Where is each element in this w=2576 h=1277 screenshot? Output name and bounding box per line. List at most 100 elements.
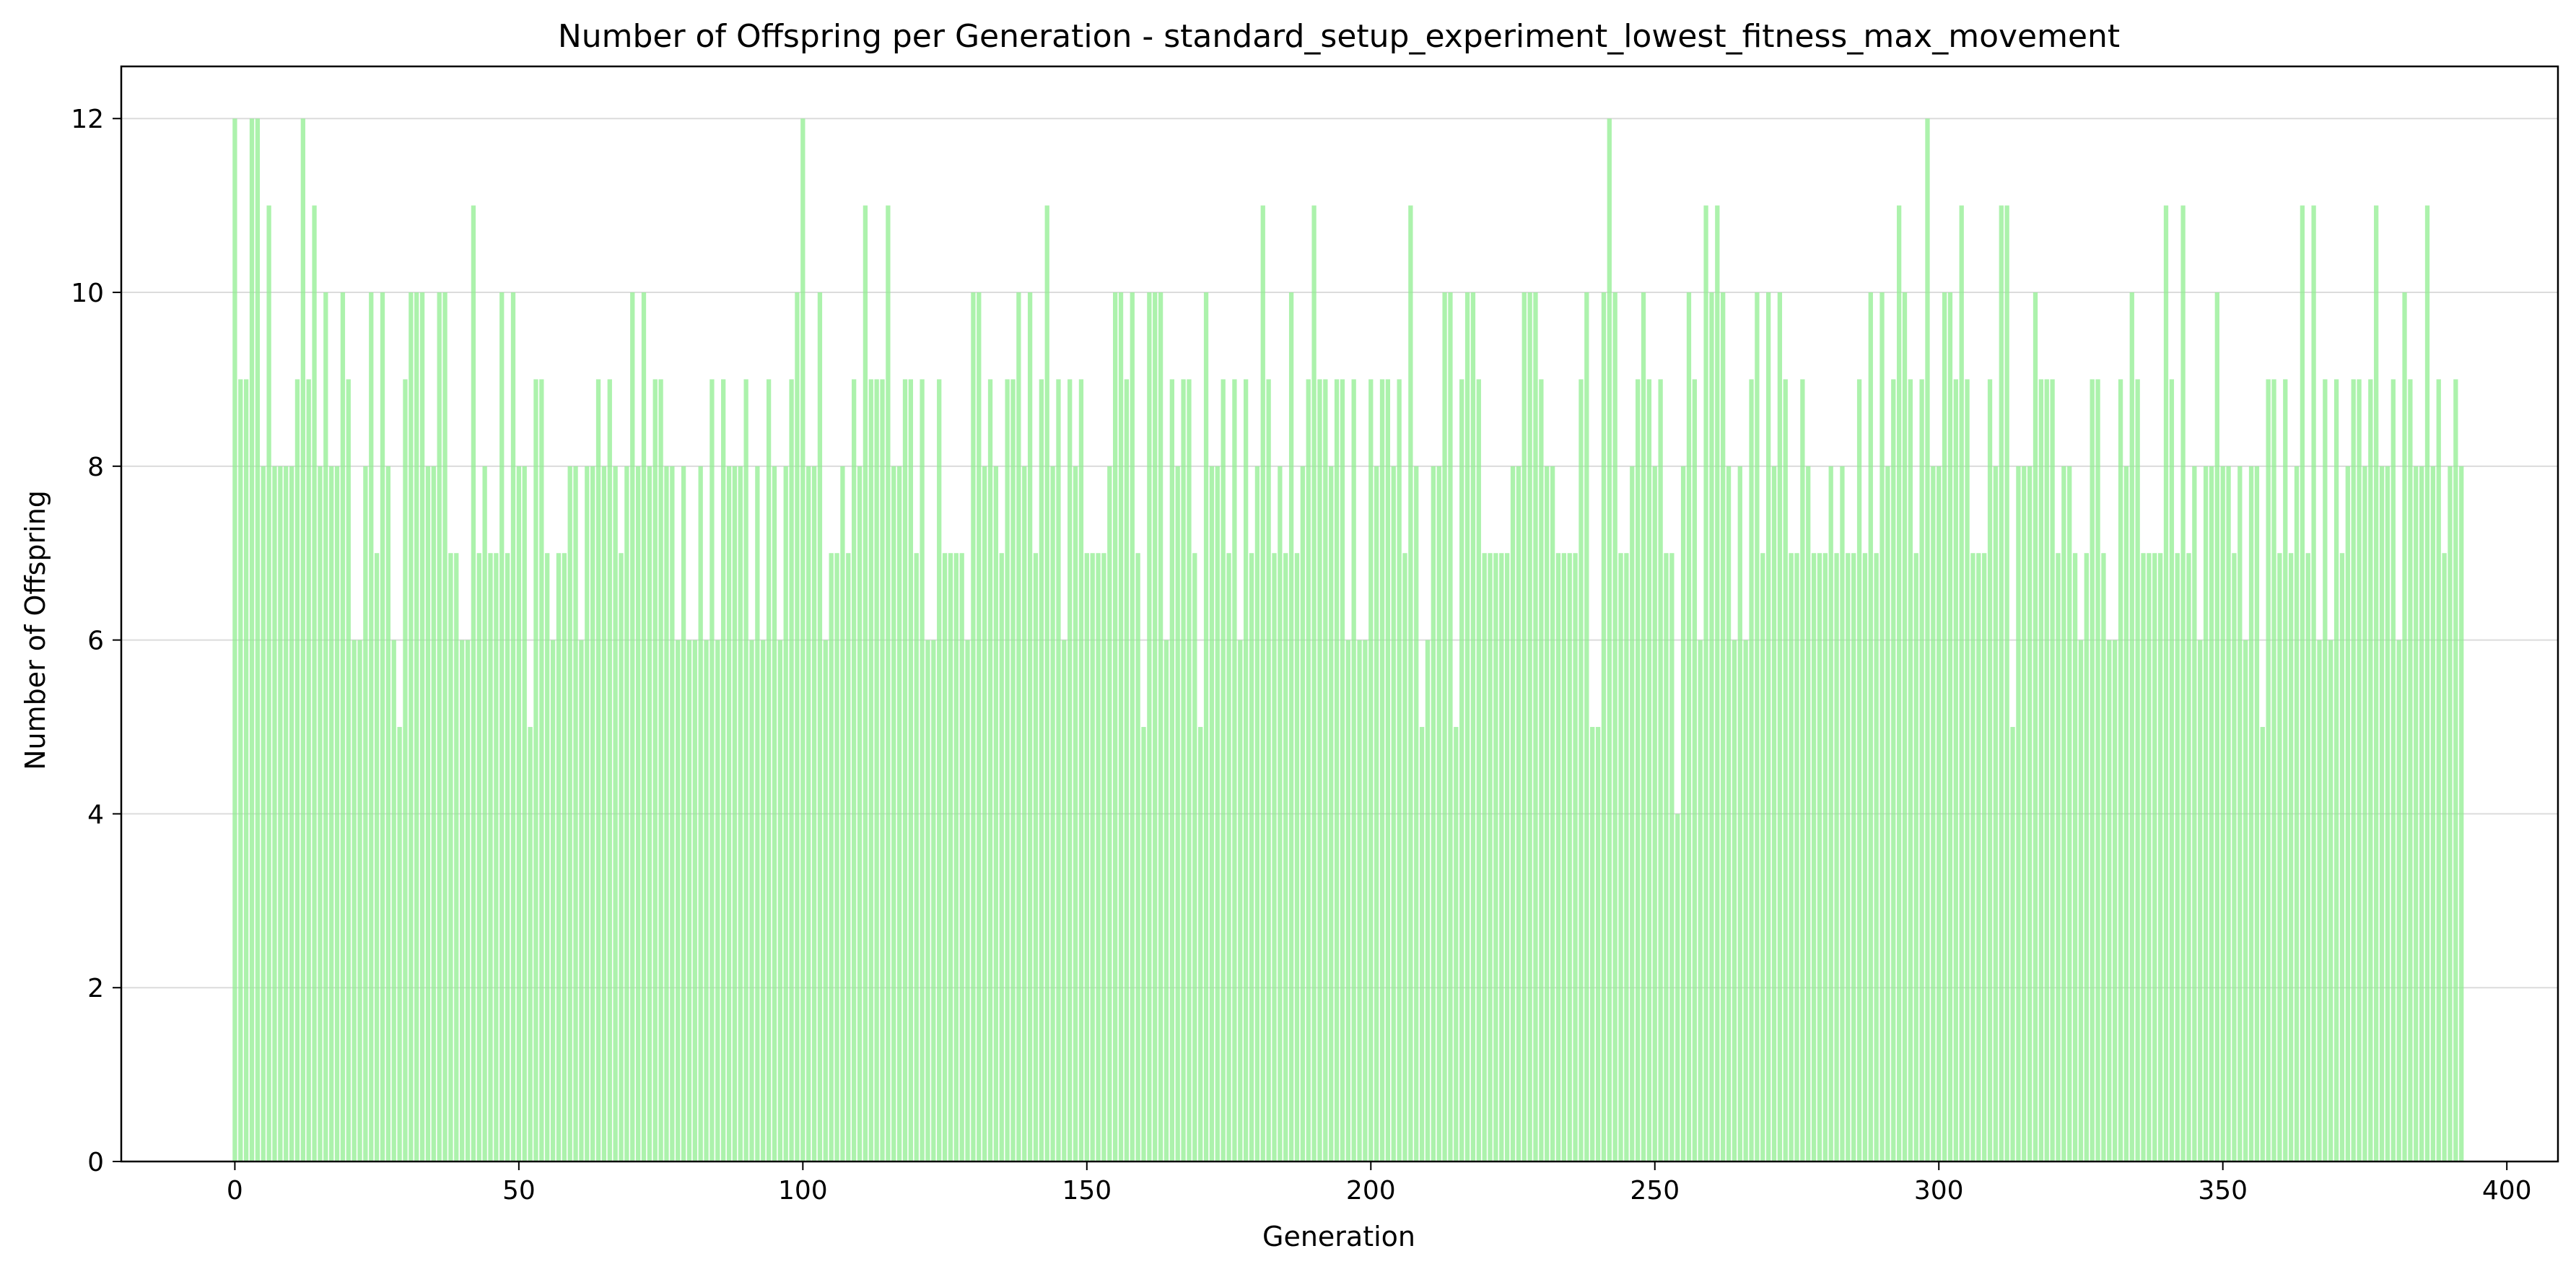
bar xyxy=(1448,292,1453,1161)
bar xyxy=(238,379,243,1161)
bar xyxy=(2152,553,2157,1161)
bar xyxy=(1868,292,1873,1161)
bar xyxy=(902,379,908,1161)
gridlines xyxy=(121,118,2558,1162)
bar xyxy=(363,466,368,1161)
bar xyxy=(294,379,300,1161)
bar xyxy=(533,379,538,1161)
bar xyxy=(658,379,663,1161)
bar xyxy=(2248,466,2254,1161)
bar xyxy=(2113,640,2118,1161)
x-tick-label: 50 xyxy=(502,1176,536,1206)
bar xyxy=(1163,640,1169,1161)
bar xyxy=(2107,640,2112,1161)
bar xyxy=(987,379,993,1161)
bar xyxy=(766,379,772,1161)
bar xyxy=(1579,379,1584,1161)
bar xyxy=(641,292,647,1161)
bar xyxy=(931,640,936,1161)
bar xyxy=(1329,466,1334,1161)
y-tick-label: 6 xyxy=(87,627,104,656)
bar xyxy=(965,640,970,1161)
bar xyxy=(556,553,562,1161)
bar xyxy=(1130,292,1135,1161)
bar xyxy=(1044,205,1049,1162)
bar xyxy=(2101,553,2106,1161)
bar xyxy=(1323,379,1328,1161)
bar xyxy=(1675,814,1680,1161)
bar xyxy=(2294,466,2300,1161)
bar xyxy=(505,553,510,1161)
bar xyxy=(1709,292,1714,1161)
bar xyxy=(1612,292,1617,1161)
bar xyxy=(1834,553,1839,1161)
bar xyxy=(1147,292,1152,1161)
bar xyxy=(1635,379,1641,1161)
bar xyxy=(397,727,402,1161)
bar xyxy=(1107,466,1112,1161)
bar xyxy=(1402,553,1407,1161)
bar xyxy=(1771,466,1777,1161)
bar xyxy=(834,553,839,1161)
bar xyxy=(1783,379,1788,1161)
bar xyxy=(613,466,618,1161)
bar xyxy=(1153,292,1158,1161)
bar xyxy=(2061,466,2066,1161)
bar xyxy=(1278,466,1283,1161)
bar xyxy=(1249,553,1254,1161)
bar xyxy=(2214,292,2219,1161)
bar xyxy=(329,466,334,1161)
chart-title: Number of Offspring per Generation - sta… xyxy=(558,18,2120,55)
bar xyxy=(1050,466,1055,1161)
bar xyxy=(710,379,715,1161)
bar xyxy=(777,640,783,1161)
bar xyxy=(494,553,499,1161)
bar xyxy=(652,379,658,1161)
bar xyxy=(2147,553,2152,1161)
bar xyxy=(670,466,675,1161)
bar xyxy=(318,466,323,1161)
bar xyxy=(1925,118,1930,1162)
bar xyxy=(2414,466,2419,1161)
bar xyxy=(2430,466,2436,1161)
bar xyxy=(2368,379,2373,1161)
bar xyxy=(1232,379,1237,1161)
bar xyxy=(471,205,476,1162)
bar xyxy=(1840,466,1845,1161)
bar xyxy=(261,466,266,1161)
y-tick-label: 8 xyxy=(87,453,104,482)
bar xyxy=(550,640,556,1161)
bar xyxy=(1135,553,1140,1161)
bar xyxy=(2453,379,2458,1161)
bar xyxy=(425,466,431,1161)
bar xyxy=(1334,379,1340,1161)
bar xyxy=(1192,553,1197,1161)
bar xyxy=(312,205,317,1162)
bar xyxy=(385,466,391,1161)
bar xyxy=(476,553,481,1161)
bar xyxy=(1527,292,1532,1161)
bar xyxy=(1539,379,1544,1161)
bar xyxy=(1737,466,1742,1161)
bar xyxy=(352,640,357,1161)
bar xyxy=(1658,379,1663,1161)
bar xyxy=(1755,292,1760,1161)
bar xyxy=(999,553,1004,1161)
bar xyxy=(1379,379,1385,1161)
bar xyxy=(1078,379,1084,1161)
bar xyxy=(1357,640,1362,1161)
bars xyxy=(232,118,2464,1162)
bar xyxy=(1715,205,1720,1162)
bar xyxy=(2095,379,2100,1161)
bar xyxy=(761,640,766,1161)
bar xyxy=(460,640,465,1161)
bar xyxy=(1288,292,1294,1161)
bar xyxy=(1510,466,1516,1161)
bar xyxy=(573,466,578,1161)
bar xyxy=(1595,727,1601,1161)
bar xyxy=(2090,379,2095,1161)
bar xyxy=(2169,379,2175,1161)
bar xyxy=(1254,466,1260,1161)
bar xyxy=(1607,118,1612,1162)
bar xyxy=(1363,640,1368,1161)
